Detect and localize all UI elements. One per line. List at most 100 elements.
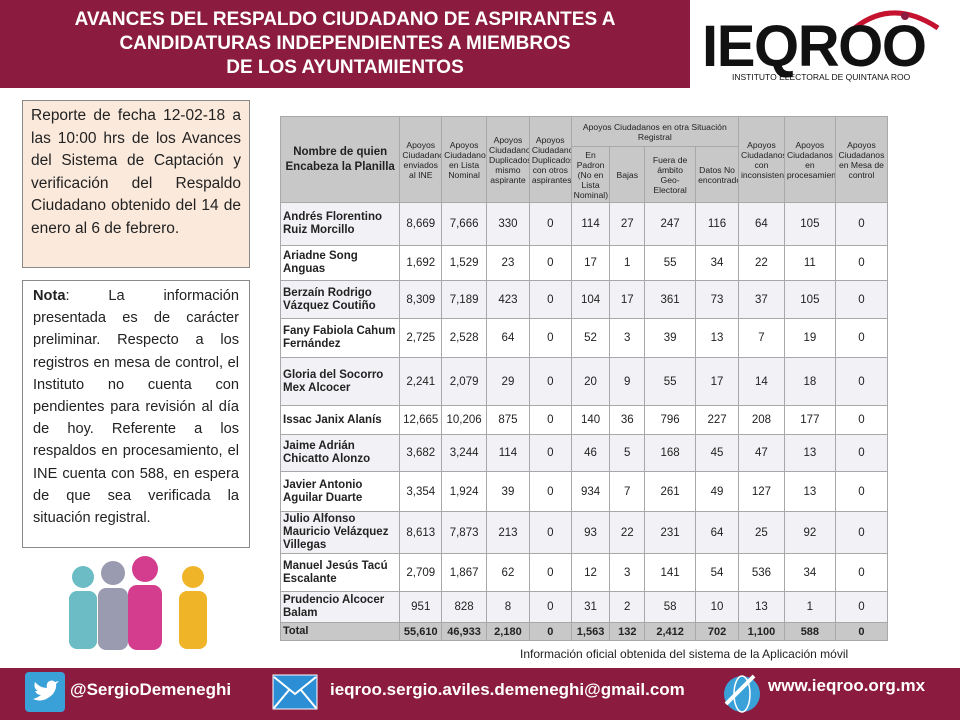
row-name: Total [279, 622, 401, 641]
table-cell: 361 [644, 280, 697, 319]
table-cell: 20 [570, 357, 611, 406]
note-box: Nota: La información presentada es de ca… [22, 280, 250, 548]
table-row: Fany Fabiola Cahum Fernández 2,725 2,528 64… [279, 318, 889, 358]
table-cell: 105 [783, 280, 836, 319]
table-cell: 45 [695, 434, 739, 472]
table-cell: 0 [834, 591, 889, 623]
table-row: Ariadne Song Anguas 1,692 1,529 23 0 17 1 55 34 2… [279, 245, 889, 281]
web-icon [724, 674, 760, 713]
website: www.ieqroo.org.mx [768, 676, 926, 695]
table-cell: 62 [486, 553, 530, 592]
table-cell: 64 [486, 318, 530, 358]
column-header: Datos No encontrados [695, 146, 739, 203]
row-name: Ariadne Song Anguas [279, 245, 401, 281]
title-line: CANDIDATURAS INDEPENDIENTES A MIEMBROS [119, 33, 571, 54]
note-text: : La información presentada es de caráct… [33, 288, 239, 527]
table-cell: 0 [834, 553, 889, 592]
table-cell: 39 [486, 471, 530, 512]
row-name: Issac Janix Alanís [279, 405, 401, 435]
person [98, 561, 128, 650]
table-cell: 5 [609, 434, 646, 472]
table-row: Andrés Florentino Ruiz Morcillo 8,669 7,66… [279, 202, 889, 246]
table-cell: 39 [644, 318, 697, 358]
table-cell: 0 [528, 357, 572, 406]
total-row: Total 55,610 46,933 2,180 0 1,563 132 2,412 702 1… [279, 622, 889, 641]
table-cell: 49 [695, 471, 739, 512]
title-line: DE LOS AYUNTAMIENTOS [226, 57, 464, 78]
row-name: Manuel Jesús Tacú Escalante [279, 553, 401, 592]
table-cell: 11 [783, 245, 836, 281]
table-cell: 73 [695, 280, 739, 319]
table-cell: 2 [609, 591, 646, 623]
table-cell: 3 [609, 318, 646, 358]
table-cell: 0 [528, 511, 572, 554]
table-cell: 1,563 [570, 622, 611, 641]
table-cell: 796 [644, 405, 697, 435]
table-cell: 0 [528, 434, 572, 472]
table-cell: 2,528 [441, 318, 488, 358]
table-cell: 247 [644, 202, 697, 246]
table-row: Issac Janix Alanís 12,665 10,206 875 0 140 36 7… [279, 405, 889, 435]
person [179, 566, 207, 649]
table-cell: 7,189 [441, 280, 488, 319]
table-cell: 7 [609, 471, 646, 512]
table-cell: 46 [570, 434, 611, 472]
table-cell: 64 [695, 511, 739, 554]
table-cell: 34 [695, 245, 739, 281]
table-cell: 29 [486, 357, 530, 406]
table-cell: 2,079 [441, 357, 488, 406]
table-cell: 1,924 [441, 471, 488, 512]
table-row: Jaime Adrián Chicatto Alonzo 3,682 3,244 11… [279, 434, 889, 472]
column-header: En Padron (No en Lista Nominal) [570, 146, 611, 203]
table-cell: 55 [644, 357, 697, 406]
column-header: Apoyos Ciudadanos en Mesa de control [834, 116, 889, 203]
table-cell: 0 [528, 622, 572, 641]
table-cell: 46,933 [441, 622, 488, 641]
row-name: Berzaín Rodrigo Vázquez Coutiño [279, 280, 401, 319]
table-cell: 213 [486, 511, 530, 554]
table-cell: 0 [528, 280, 572, 319]
table-cell: 1 [609, 245, 646, 281]
table-row: Gloria del Socorro Mex Alcocer 2,241 2,079… [279, 357, 889, 406]
table-row: Berzaín Rodrigo Vázquez Coutiño 8,309 7,18… [279, 280, 889, 319]
header-row: Nombre de quien Encabeza la Planilla Apoy… [279, 116, 889, 203]
table-cell: 0 [834, 405, 889, 435]
table-cell: 177 [783, 405, 836, 435]
table-cell: 330 [486, 202, 530, 246]
table-cell: 23 [486, 245, 530, 281]
report-box: Reporte de fecha 12-02-18 a las 10:00 hr… [22, 100, 250, 268]
table-cell: 875 [486, 405, 530, 435]
table-cell: 227 [695, 405, 739, 435]
table-cell: 0 [528, 553, 572, 592]
table-cell: 3,682 [399, 434, 443, 472]
table-cell: 54 [695, 553, 739, 592]
table-cell: 13 [695, 318, 739, 358]
column-header: Apoyos Ciudadanos enviados al INE [399, 116, 443, 203]
table-cell: 1 [783, 591, 836, 623]
table-cell: 114 [570, 202, 611, 246]
row-name: Gloria del Socorro Mex Alcocer [279, 357, 401, 406]
table-cell: 536 [737, 553, 785, 592]
table-cell: 0 [834, 280, 889, 319]
table-cell: 8,613 [399, 511, 443, 554]
table-cell: 3 [609, 553, 646, 592]
row-name: Jaime Adrián Chicatto Alonzo [279, 434, 401, 472]
table-cell: 2,725 [399, 318, 443, 358]
table-cell: 934 [570, 471, 611, 512]
table-cell: 17 [695, 357, 739, 406]
table-cell: 0 [528, 471, 572, 512]
table-cell: 12 [570, 553, 611, 592]
table-cell: 0 [834, 318, 889, 358]
table-row: Prudencio Alcocer Balam 951 828 8 0 31 2 58 10 13… [279, 591, 889, 623]
row-name: Andrés Florentino Ruiz Morcillo [279, 202, 401, 246]
table-cell: 10 [695, 591, 739, 623]
table-row: Julio Alfonso Mauricio Velázquez Villega… [279, 511, 889, 554]
table-cell: 231 [644, 511, 697, 554]
table-cell: 17 [609, 280, 646, 319]
table-row: Manuel Jesús Tacú Escalante 2,709 1,867 62 0… [279, 553, 889, 592]
table-cell: 13 [737, 591, 785, 623]
table-cell: 0 [834, 622, 889, 641]
header-row: En Padron (No en Lista Nominal) Bajas Fuer… [281, 146, 888, 203]
table-cell: 37 [737, 280, 785, 319]
